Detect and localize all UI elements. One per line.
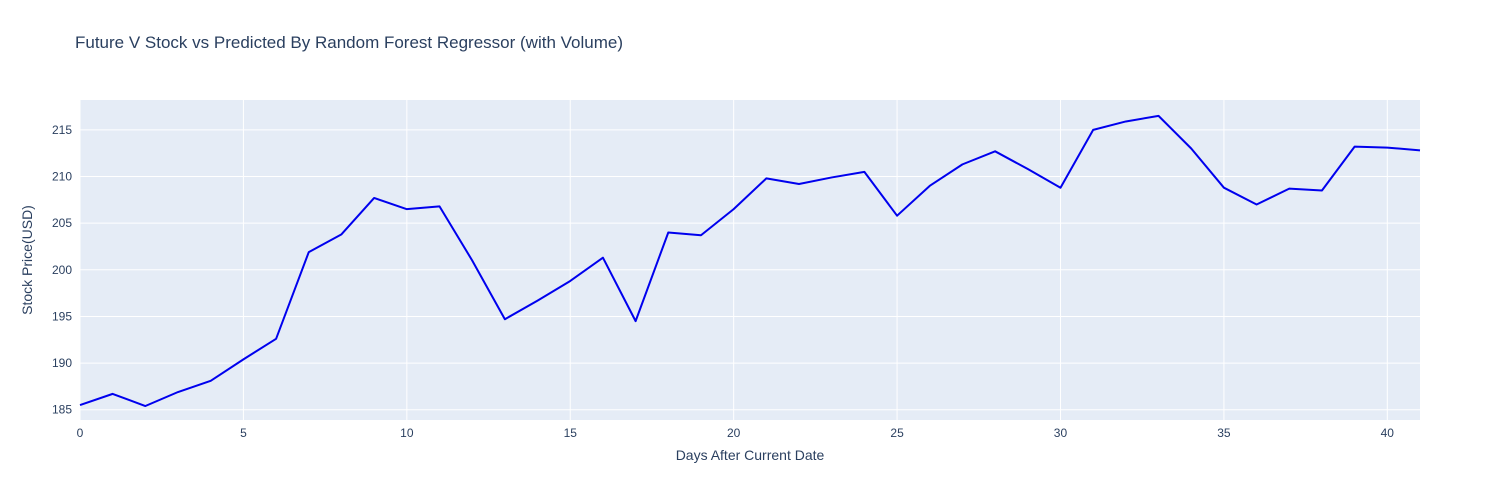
- y-tick-label: 210: [52, 170, 72, 184]
- x-tick-label: 20: [727, 426, 741, 440]
- x-tick-label: 25: [890, 426, 904, 440]
- y-tick-label: 200: [52, 263, 72, 277]
- x-gridlines: [79, 100, 1388, 420]
- y-tick-label: 195: [52, 309, 72, 323]
- y-tick-labels: 185 190 195 200 205 210 215: [52, 123, 72, 417]
- x-axis-title: Days After Current Date: [676, 447, 825, 463]
- x-tick-labels: 0 5 10 15 20 25 30 35 40: [77, 426, 1395, 440]
- x-tick-label: 5: [240, 426, 247, 440]
- x-tick-label: 40: [1381, 426, 1395, 440]
- x-tick-label: 15: [564, 426, 578, 440]
- x-tick-label: 35: [1217, 426, 1231, 440]
- plot-area: [80, 100, 1420, 420]
- x-tick-label: 10: [400, 426, 414, 440]
- y-tick-label: 205: [52, 216, 72, 230]
- series-line[interactable]: [79, 114, 1421, 408]
- chart-title: Future V Stock vs Predicted By Random Fo…: [75, 33, 623, 52]
- y-gridlines: [80, 129, 1420, 411]
- y-tick-label: 185: [52, 403, 72, 417]
- x-tick-label: 30: [1054, 426, 1068, 440]
- y-tick-label: 190: [52, 356, 72, 370]
- y-axis-title: Stock Price(USD): [19, 205, 35, 315]
- y-tick-label: 215: [52, 123, 72, 137]
- series-layer: [79, 114, 1421, 408]
- x-tick-label: 0: [77, 426, 84, 440]
